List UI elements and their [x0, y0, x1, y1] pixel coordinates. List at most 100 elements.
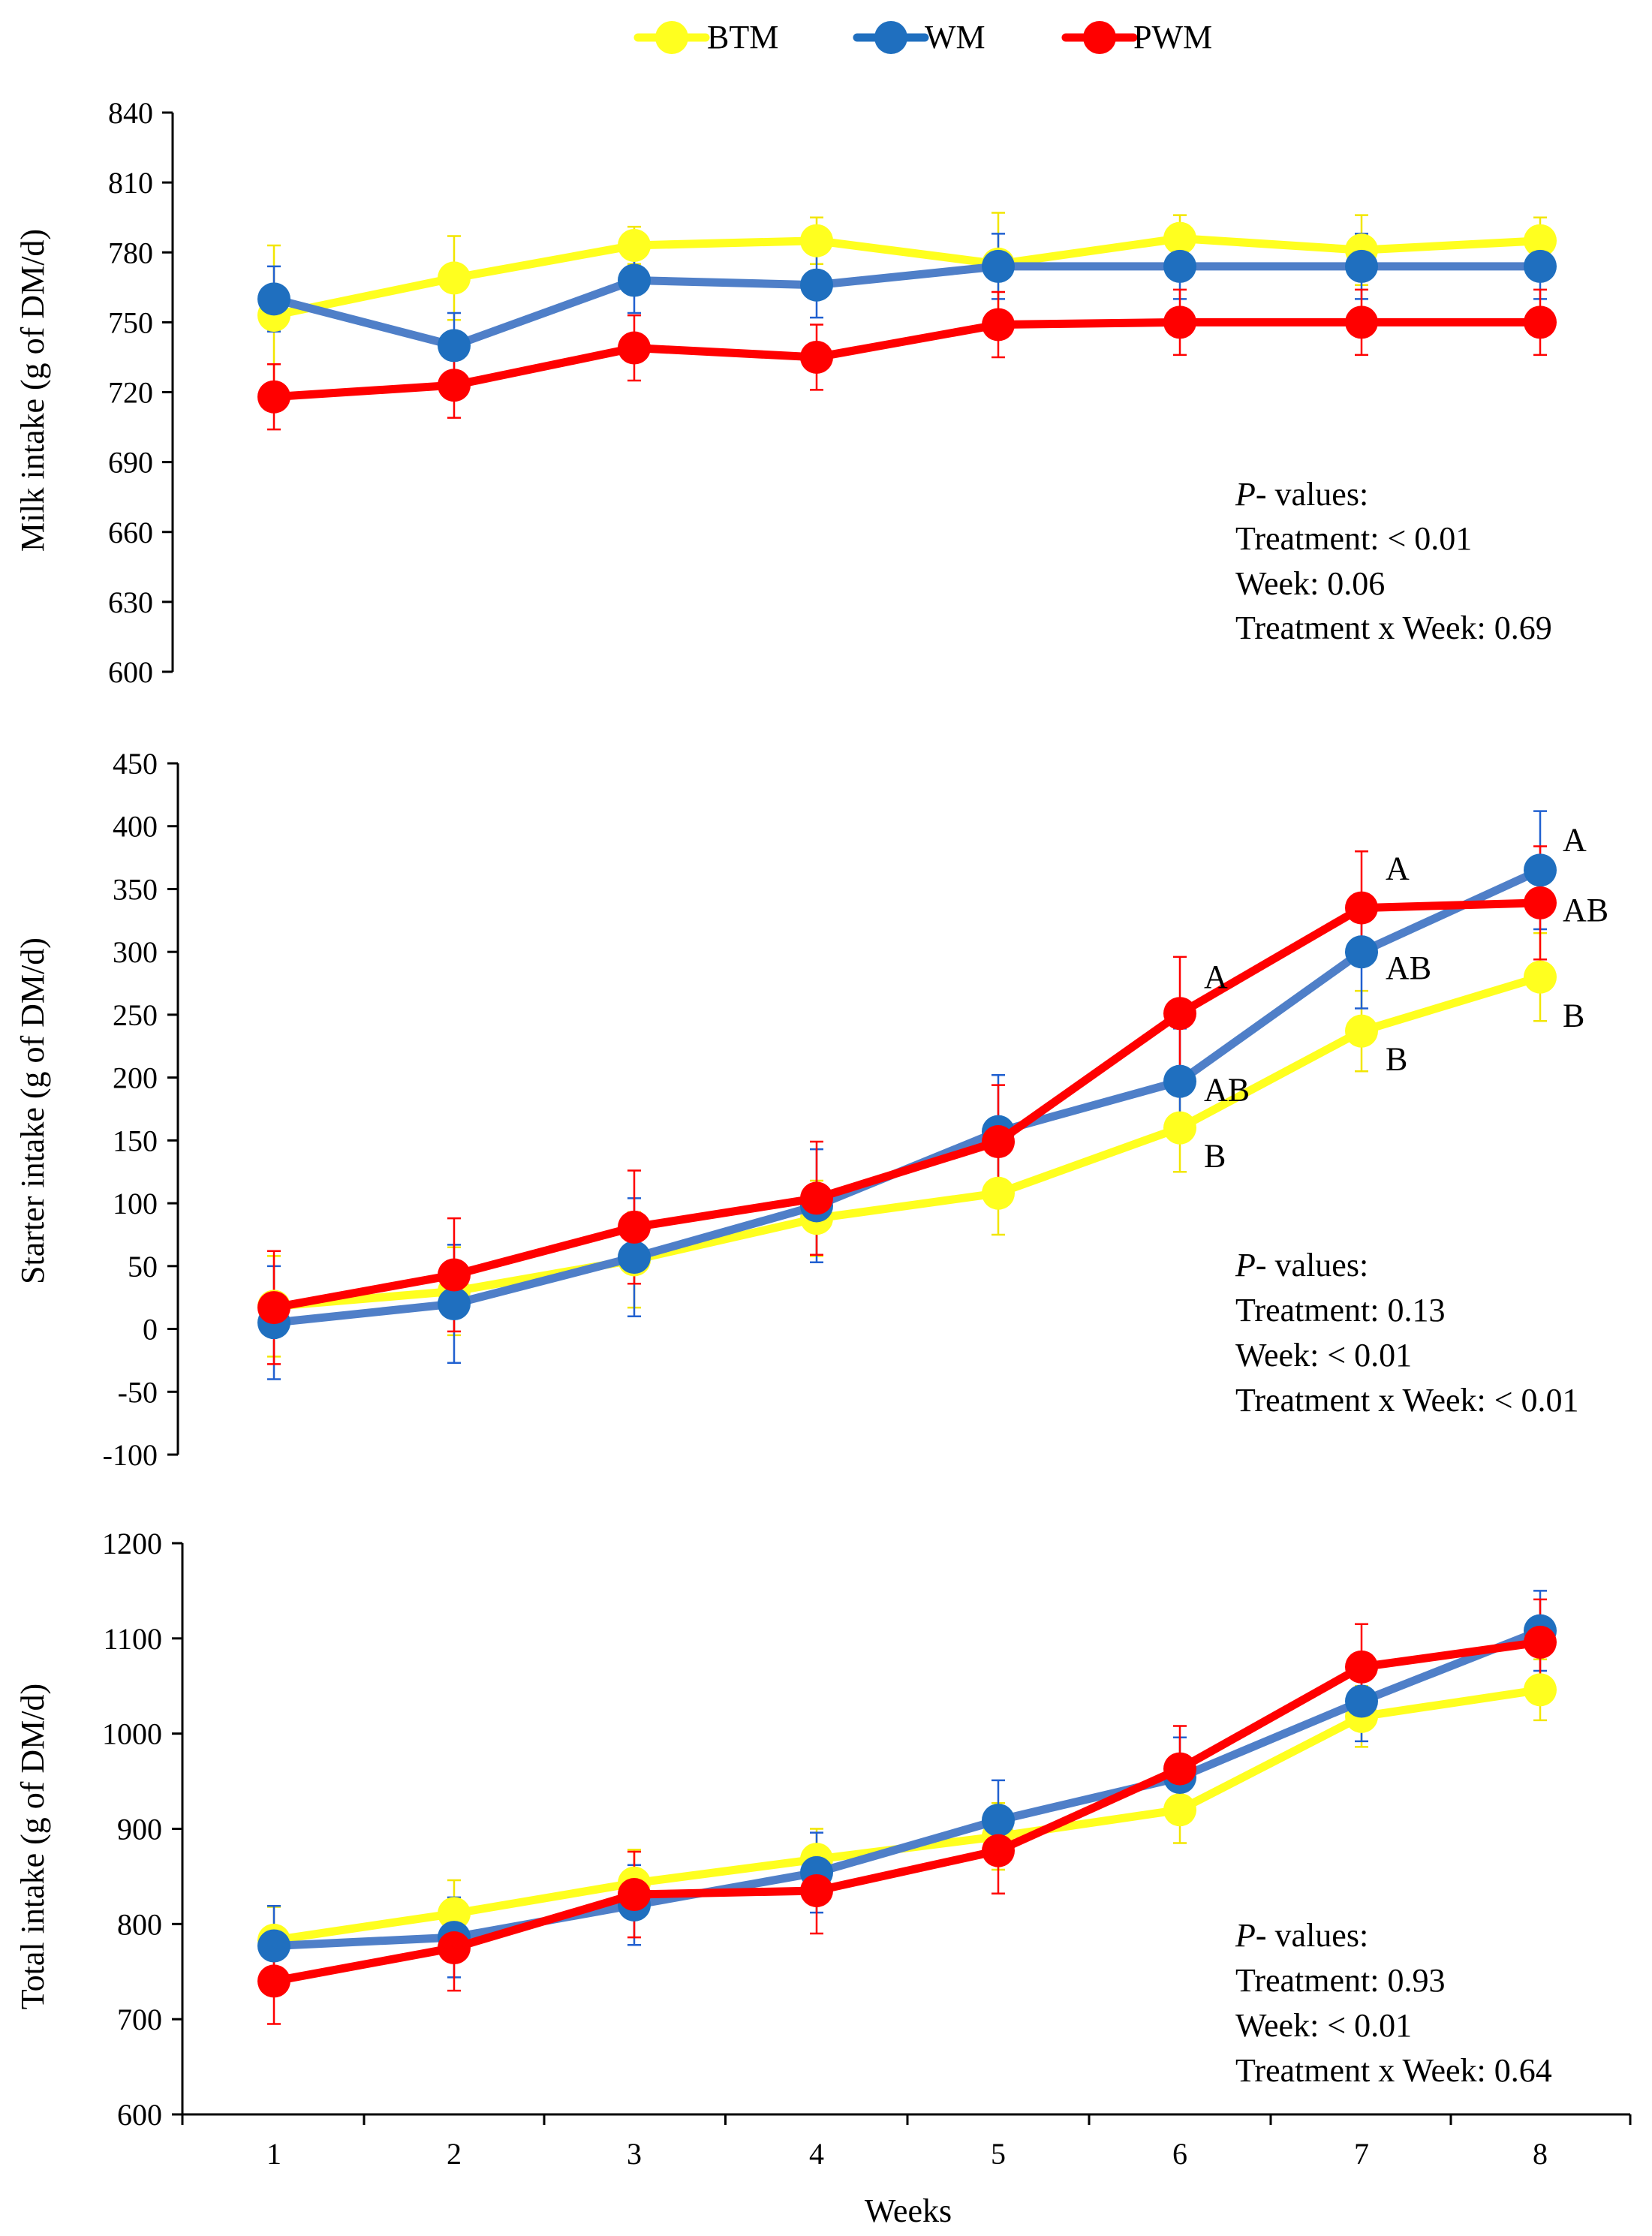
y-tick-label: 400 [113, 810, 158, 844]
starter-intake-axes: 450 400 350 300 250 200 150 100 50 0 -50 -100 [103, 747, 179, 1472]
data-point-pwm [982, 1834, 1015, 1867]
data-point-pwm [438, 1931, 471, 1965]
data-point-pwm [1345, 305, 1378, 339]
data-point-wm [1345, 935, 1378, 969]
data-point-btm [800, 224, 833, 257]
data-point-wm [1345, 1684, 1378, 1718]
y-tick-label: 600 [117, 2098, 162, 2132]
y-tick-label: 1000 [102, 1717, 162, 1751]
data-point-wm [1345, 249, 1378, 283]
milk-intake-y-axis-title: Milk intake (g of DM/d) [14, 229, 51, 552]
total-p-week: Week: < 0.01 [1235, 2007, 1412, 2044]
data-point-wm [438, 329, 471, 363]
data-point-btm [982, 1176, 1015, 1210]
data-point-wm [618, 263, 651, 297]
significance-label: AB [1204, 1072, 1250, 1109]
data-point-pwm [1524, 305, 1557, 339]
x-tick-label: 6 [1172, 2137, 1187, 2171]
data-point-wm [618, 1241, 651, 1274]
data-point-wm [1524, 249, 1557, 283]
y-tick-label: -100 [103, 1438, 158, 1472]
y-tick-label: 720 [108, 376, 153, 410]
data-point-pwm [438, 369, 471, 402]
series-line-pwm [269, 1638, 1545, 1985]
milk-intake-plot [257, 212, 1557, 431]
y-tick-label: 800 [117, 1907, 162, 1941]
data-point-wm [1163, 1064, 1196, 1098]
starter-intake-plot: A AB B A AB B A AB B [257, 810, 1608, 1380]
total-intake-axes: 1200 1100 1000 900 800 700 600 1 2 3 4 5 6 7 8 [102, 1527, 1632, 2171]
milk-p-label: P [1235, 476, 1256, 513]
legend-item-pwm: PWM [1061, 19, 1212, 56]
series-line-wm [269, 1627, 1545, 1951]
data-point-wm [982, 249, 1015, 283]
starter-p-label-rest: - values: [1256, 1247, 1368, 1284]
y-tick-label: 630 [108, 585, 153, 619]
data-point-wm [982, 1804, 1015, 1837]
y-tick-label: 50 [128, 1250, 158, 1284]
milk-p-label-rest: - values: [1256, 476, 1368, 513]
starter-p-interaction: Treatment x Week: < 0.01 [1235, 1382, 1579, 1419]
legend-label: PWM [1133, 19, 1212, 56]
legend-label: BTM [707, 19, 778, 56]
data-point-btm [1524, 1673, 1557, 1707]
milk-p-week: Week: 0.06 [1235, 565, 1385, 602]
legend-item-btm: BTM [633, 19, 778, 56]
data-point-wm [1163, 249, 1196, 283]
data-point-wm [1524, 853, 1557, 887]
y-tick-label: 690 [108, 446, 153, 480]
data-point-pwm [982, 308, 1015, 342]
data-point-pwm [618, 1210, 651, 1244]
data-point-pwm [1163, 305, 1196, 339]
data-point-btm [1163, 1111, 1196, 1145]
y-tick-label: 780 [108, 236, 153, 269]
data-point-btm [438, 1897, 471, 1931]
total-intake-y-axis-title: Total intake (g of DM/d) [14, 1684, 51, 2009]
y-tick-label: 900 [117, 1813, 162, 1846]
data-point-pwm [1163, 1752, 1196, 1786]
total-p-treatment: Treatment: 0.93 [1235, 1962, 1445, 1999]
legend-item-wm: WM [853, 19, 985, 56]
data-point-wm [257, 282, 290, 316]
y-tick-label: 150 [113, 1124, 158, 1157]
data-point-pwm [618, 1878, 651, 1912]
starter-intake-y-axis-title: Starter intake (g of DM/d) [14, 937, 51, 1284]
y-tick-label: 1200 [102, 1527, 162, 1560]
x-axis-title: Weeks [865, 2192, 952, 2229]
legend-marker [1083, 21, 1116, 54]
x-tick-label: 4 [809, 2137, 824, 2171]
y-tick-label: 350 [113, 872, 158, 906]
data-point-pwm [1345, 891, 1378, 925]
data-point-pwm [800, 1181, 833, 1215]
significance-label: A [1563, 821, 1587, 858]
total-p-label-rest: - values: [1256, 1917, 1368, 1954]
y-tick-label: 700 [117, 2003, 162, 2036]
data-point-pwm [1345, 1650, 1378, 1684]
starter-p-week: Week: < 0.01 [1235, 1337, 1412, 1374]
y-tick-label: 450 [113, 747, 158, 781]
y-tick-label: 200 [113, 1061, 158, 1095]
significance-label: B [1386, 1041, 1407, 1078]
starter-p-label: P [1235, 1247, 1256, 1284]
data-point-btm [1345, 1014, 1378, 1048]
series-line-pwm [269, 898, 1545, 1312]
data-point-btm [1524, 224, 1557, 257]
y-tick-label: 0 [143, 1313, 158, 1347]
significance-label: B [1563, 998, 1584, 1034]
data-point-pwm [257, 1291, 290, 1325]
total-p-interaction: Treatment x Week: 0.64 [1235, 2052, 1552, 2089]
data-point-pwm [1524, 1625, 1557, 1659]
milk-p-treatment: Treatment: < 0.01 [1235, 520, 1472, 557]
data-point-btm [1163, 221, 1196, 255]
data-point-pwm [800, 1873, 833, 1907]
data-point-pwm [982, 1125, 1015, 1159]
data-point-btm [1524, 960, 1557, 994]
data-point-pwm [800, 340, 833, 374]
x-tick-label: 2 [447, 2137, 462, 2171]
starter-intake-p-values: P- values: Treatment: 0.13 Week: < 0.01 … [1235, 1247, 1579, 1419]
series-line-btm [269, 973, 1545, 1311]
y-tick-label: 660 [108, 516, 153, 549]
y-tick-label: 840 [108, 96, 153, 130]
y-tick-label: 750 [108, 305, 153, 339]
